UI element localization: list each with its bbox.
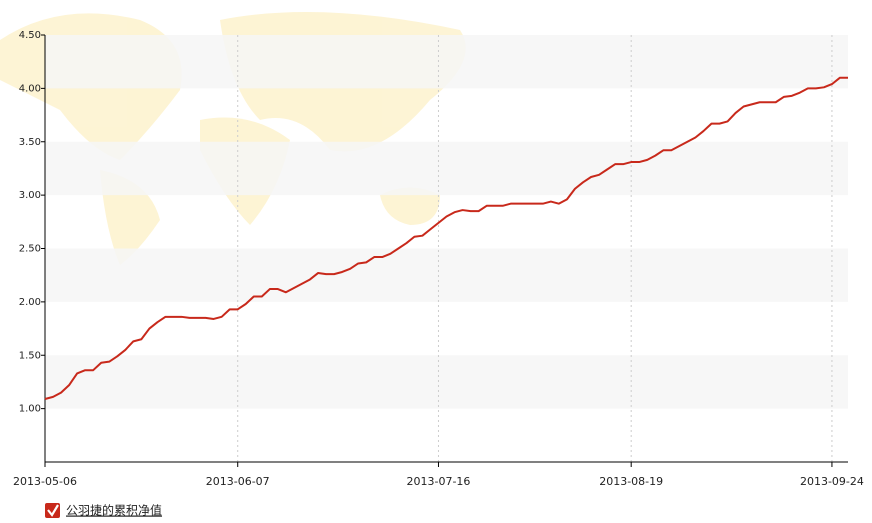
x-tick-label: 2013-06-07 (206, 475, 270, 488)
y-tick-label: 3.50 (19, 137, 41, 148)
x-tick-label: 2013-07-16 (407, 475, 471, 488)
x-tick-label: 2013-08-19 (599, 475, 663, 488)
y-tick-label: 1.50 (19, 350, 41, 361)
series-line (44, 76, 848, 400)
legend[interactable]: 公羽捷的累积净值 (45, 503, 162, 519)
x-tick-label: 2013-05-06 (13, 475, 77, 488)
y-tick-label: 2.50 (19, 244, 41, 255)
grid-band (45, 355, 848, 409)
y-tick-label: 4.50 (19, 30, 41, 41)
check-mark (47, 504, 59, 517)
legend-label[interactable]: 公羽捷的累积净值 (66, 503, 162, 518)
y-tick-label: 1.00 (19, 404, 41, 415)
y-tick-label: 2.00 (19, 297, 41, 308)
plot-area: 1.00 1.50 2.00 2.50 3.00 3.50 4.00 4.50 2013-05-… (13, 30, 864, 488)
grid-band (45, 248, 848, 302)
x-tick-label: 2013-09-24 (800, 475, 864, 488)
y-tick-label: 3.00 (19, 190, 41, 201)
y-tick-label: 4.00 (19, 83, 41, 94)
grid-band (45, 35, 848, 89)
grid-band (45, 141, 848, 196)
